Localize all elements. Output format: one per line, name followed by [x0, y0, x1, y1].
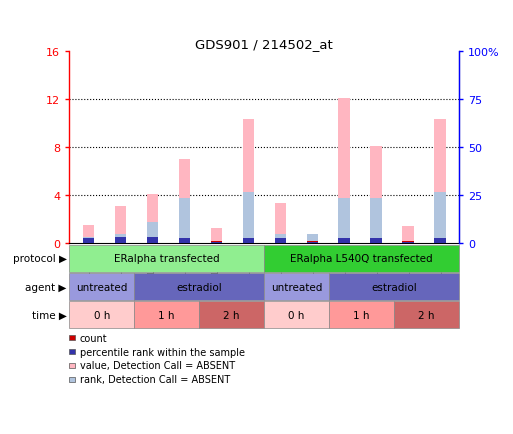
Bar	[307, 242, 318, 243]
Bar	[435, 241, 446, 243]
Title: GDS901 / 214502_at: GDS901 / 214502_at	[195, 38, 333, 51]
Bar	[339, 99, 350, 243]
Bar	[339, 199, 350, 243]
Bar	[370, 199, 382, 243]
Bar	[274, 241, 286, 243]
Bar	[243, 241, 254, 243]
Bar	[211, 229, 222, 243]
Bar	[274, 239, 286, 243]
Text: untreated: untreated	[76, 282, 127, 292]
Bar	[339, 239, 350, 243]
Text: 2 h: 2 h	[224, 310, 240, 320]
Bar	[339, 241, 350, 243]
Text: agent ▶: agent ▶	[25, 282, 67, 292]
Text: rank, Detection Call = ABSENT: rank, Detection Call = ABSENT	[80, 375, 230, 385]
Bar	[147, 241, 158, 243]
Bar	[83, 237, 94, 243]
Bar	[243, 193, 254, 243]
Text: 0 h: 0 h	[288, 310, 305, 320]
Bar	[211, 242, 222, 243]
Bar	[307, 235, 318, 243]
Bar	[211, 242, 222, 243]
Text: estradiol: estradiol	[371, 282, 417, 292]
Bar	[402, 242, 413, 243]
Bar	[243, 120, 254, 243]
Text: value, Detection Call = ABSENT: value, Detection Call = ABSENT	[80, 361, 234, 371]
Bar	[179, 160, 190, 243]
Text: ERalpha transfected: ERalpha transfected	[114, 254, 220, 263]
Bar	[370, 241, 382, 243]
Bar	[243, 239, 254, 243]
Text: 1 h: 1 h	[353, 310, 370, 320]
Bar	[83, 240, 94, 243]
Bar	[115, 235, 126, 243]
Bar	[179, 241, 190, 243]
Text: percentile rank within the sample: percentile rank within the sample	[80, 347, 245, 357]
Text: ERalpha L540Q transfected: ERalpha L540Q transfected	[290, 254, 433, 263]
Bar	[370, 239, 382, 243]
Bar	[435, 193, 446, 243]
Bar	[402, 242, 413, 243]
Bar	[115, 241, 126, 243]
Bar	[179, 199, 190, 243]
Bar	[274, 235, 286, 243]
Bar	[274, 204, 286, 243]
Bar	[147, 223, 158, 243]
Bar	[370, 146, 382, 243]
Text: protocol ▶: protocol ▶	[13, 254, 67, 263]
Bar	[147, 238, 158, 243]
Text: time ▶: time ▶	[32, 310, 67, 320]
Bar	[402, 227, 413, 243]
Text: 0 h: 0 h	[93, 310, 110, 320]
Bar	[211, 242, 222, 243]
Bar	[307, 242, 318, 243]
Bar	[83, 239, 94, 243]
Bar	[147, 194, 158, 243]
Bar	[435, 120, 446, 243]
Text: 2 h: 2 h	[419, 310, 435, 320]
Bar	[402, 242, 413, 243]
Bar	[83, 225, 94, 243]
Text: untreated: untreated	[271, 282, 322, 292]
Text: 1 h: 1 h	[159, 310, 175, 320]
Text: count: count	[80, 333, 107, 343]
Bar	[307, 235, 318, 243]
Text: estradiol: estradiol	[176, 282, 222, 292]
Bar	[435, 239, 446, 243]
Bar	[115, 238, 126, 243]
Bar	[179, 239, 190, 243]
Bar	[115, 206, 126, 243]
